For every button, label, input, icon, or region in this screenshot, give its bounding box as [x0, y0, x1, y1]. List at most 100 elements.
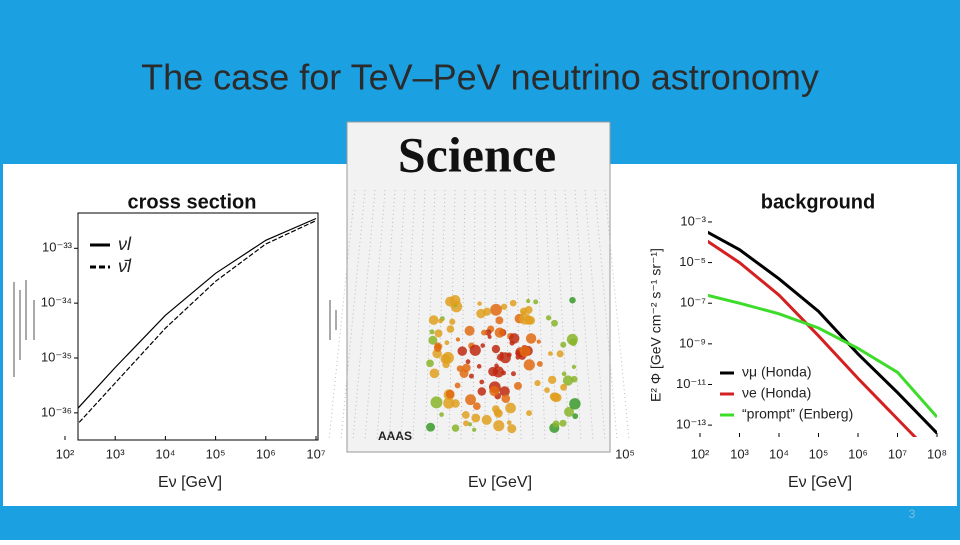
- event-dot: [438, 318, 443, 324]
- y-tick-label: 10⁻³³: [42, 240, 73, 255]
- event-dot: [489, 386, 500, 397]
- event-dot: [451, 399, 460, 408]
- event-dot: [440, 353, 451, 364]
- string: [388, 189, 406, 441]
- x-tick-label: 10³: [730, 446, 749, 461]
- event-dot: [455, 337, 461, 342]
- event-dot: [544, 387, 550, 393]
- y-tick-label: 10⁻³⁴: [41, 295, 72, 310]
- event-dot: [505, 402, 516, 414]
- series-line: [708, 293, 937, 418]
- event-dot: [550, 392, 561, 402]
- slide-title: The case for TeV–PeV neutrino astronomy: [141, 57, 819, 98]
- string: [514, 189, 522, 441]
- event-dot: [439, 412, 444, 417]
- event-dot: [523, 359, 535, 371]
- x-tick-label: 10⁷: [306, 446, 325, 461]
- event-dot: [429, 368, 440, 379]
- event-dot: [459, 369, 469, 378]
- string: [564, 189, 582, 441]
- event-dot: [446, 325, 455, 333]
- x-tick-label: 10⁴: [155, 446, 175, 461]
- event-dot: [487, 334, 492, 339]
- event-dot: [556, 350, 564, 358]
- legend-label: νe (Honda): [742, 385, 811, 401]
- event-dot: [506, 420, 512, 425]
- event-dot: [451, 424, 460, 432]
- cover-frame: [346, 121, 611, 453]
- legend-label: “prompt” (Enberg): [742, 406, 853, 422]
- string: [424, 189, 436, 441]
- event-dot: [469, 344, 481, 356]
- string: [524, 189, 534, 441]
- series-line: [78, 220, 317, 425]
- event-dot: [479, 379, 485, 385]
- event-dot: [473, 402, 481, 411]
- event-dot: [496, 353, 504, 361]
- x-tick-label: 10³: [106, 446, 125, 461]
- event-dot: [472, 427, 477, 432]
- event-dot: [477, 387, 487, 396]
- series-line: [78, 217, 317, 410]
- event-dot: [477, 301, 482, 306]
- event-dot: [434, 329, 443, 338]
- event-dot: [449, 318, 456, 325]
- event-dot: [572, 413, 579, 420]
- event-dot: [564, 406, 575, 417]
- event-dot: [444, 340, 450, 346]
- event-dot: [508, 333, 520, 344]
- event-dot: [493, 420, 505, 432]
- event-dot: [519, 313, 531, 325]
- series-line: [708, 230, 937, 435]
- x-tick-label: 10⁵: [809, 446, 829, 461]
- event-dot: [445, 296, 456, 307]
- event-dot: [501, 394, 511, 403]
- x-tick-label: 10²: [691, 446, 710, 461]
- event-dot: [551, 319, 558, 327]
- string: [376, 189, 396, 441]
- event-dot: [566, 333, 578, 345]
- event-dot: [525, 333, 537, 344]
- x-tick-label: 10⁸: [927, 446, 947, 461]
- left-artifact: [13, 280, 337, 377]
- y-tick-label: 10⁻⁷: [680, 295, 706, 310]
- string: [554, 189, 570, 441]
- chart-title: background: [761, 191, 875, 213]
- event-dot: [461, 411, 470, 419]
- plot-frame: [77, 212, 319, 441]
- event-dot: [443, 397, 455, 409]
- event-dot: [464, 325, 475, 336]
- event-dot: [561, 371, 567, 377]
- x-axis-label: Eν [GeV]: [158, 474, 222, 491]
- event-dot: [434, 342, 442, 350]
- event-dot: [468, 373, 474, 379]
- event-dot: [569, 398, 581, 410]
- event-dot: [510, 371, 516, 377]
- string: [574, 189, 594, 441]
- legend-label: ν̄l: [118, 256, 132, 276]
- chart-title: cross section: [128, 191, 257, 213]
- event-dot: [548, 375, 557, 385]
- string: [460, 189, 466, 441]
- cover-masthead: Science: [398, 126, 556, 182]
- event-dot: [481, 414, 492, 425]
- x-axis-label: Eν [GeV]: [468, 474, 532, 491]
- event-dot: [499, 386, 510, 397]
- event-dot: [426, 359, 434, 368]
- y-tick-label: 10⁻³: [680, 213, 706, 228]
- y-tick-label: 10⁻¹³: [676, 417, 707, 432]
- event-dot: [430, 396, 443, 409]
- event-dot: [571, 364, 577, 370]
- event-dot: [500, 303, 508, 310]
- string: [364, 189, 386, 441]
- event-dot: [481, 329, 488, 336]
- y-axis-label: E² Φ [GeV cm⁻² s⁻¹ sr⁻¹]: [648, 248, 664, 402]
- event-dot: [514, 381, 522, 390]
- y-tick-label: 10⁻⁹: [679, 335, 706, 350]
- event-dot: [494, 327, 505, 338]
- event-dot: [526, 410, 532, 416]
- legend-label: νμ (Honda): [742, 364, 812, 380]
- series-line: [708, 239, 918, 437]
